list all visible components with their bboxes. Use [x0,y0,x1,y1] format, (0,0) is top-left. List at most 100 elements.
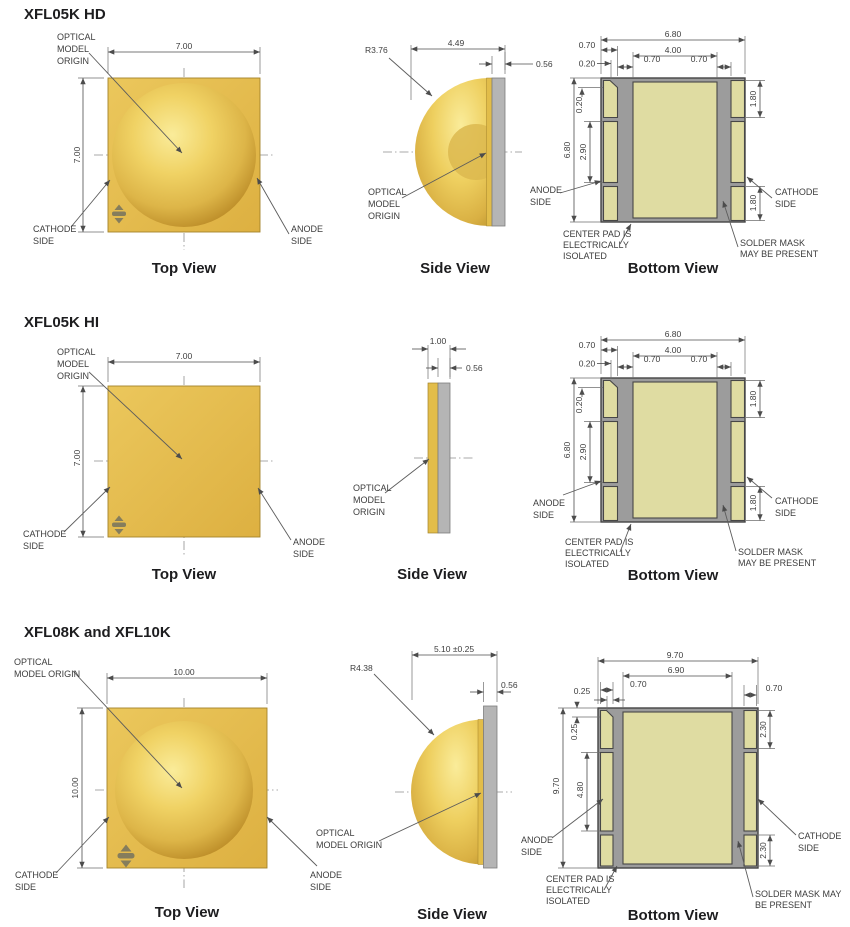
anode-pad-top [602,379,619,419]
view-caption: Bottom View [628,907,719,924]
cathode-pad-middle [743,751,758,832]
cathode-side-label: CATHODE [775,187,818,197]
center-pad [632,81,718,219]
cathode-leader [63,486,111,533]
silicone-dome [112,83,256,227]
optical-origin-label: ORIGIN [368,211,400,221]
cathode-pad-top [730,79,746,119]
anode-leader [256,177,290,235]
dim-pad-bottom: 1.80 [748,494,758,511]
xfl05k-hi-bottom-view: 6.80 4.00 0.70 0.20 0.70 0.70 6.80 2.90 … [533,329,818,584]
center-pad-note: ELECTRICALLY [563,240,629,250]
dim-substrate: 0.56 [536,59,553,69]
anode-side-label: SIDE [533,510,554,520]
dome-edge [486,77,493,227]
solder-mask-leader [722,504,737,552]
anode-leader [266,816,318,867]
dim-gap: 0.25 [569,723,579,740]
center-pad-note: CENTER PAD IS [546,874,614,884]
dim-notch-width: 0.20 [579,359,596,369]
silicone-dome-profile [411,719,484,865]
solder-mask-leader [722,200,739,248]
cathode-side-label: SIDE [33,236,54,246]
cathode-pad-middle [730,420,746,484]
view-caption: Top View [152,566,217,583]
dimension-lines [77,673,268,869]
anode-pad-bottom [602,185,619,222]
anode-pad-middle [602,120,619,184]
xfl05k-hi-top-view: 7.00 7.00 OPTICAL MODEL ORIGIN CATHODE S… [23,347,325,583]
xfl08k-bottom-view: 9.70 6.90 0.70 0.25 0.70 9.70 4.80 0.25 … [521,650,841,924]
dimension-lines [558,657,775,869]
center-pad-note: CENTER PAD IS [565,537,633,547]
cathode-side-label: CATHODE [798,831,841,841]
substrate [437,382,451,534]
cathode-pad-bottom [730,185,746,222]
cathode-leader [70,179,111,228]
dim-height: 7.00 [72,146,82,163]
anode-pad-top [599,709,614,750]
section-title: XFL05K HI [24,314,99,331]
anode-side-label: SIDE [310,882,331,892]
solder-mask-note: MAY BE PRESENT [738,558,817,568]
dim-total-height: 6.80 [562,141,572,158]
anode-side-label: ANODE [310,870,342,880]
dim-width: 7.00 [176,41,193,51]
dim-pad-top: 1.80 [748,90,758,107]
dim-pad-width: 0.70 [579,40,596,50]
dim-width: 7.00 [176,351,193,361]
center-pad [632,381,718,519]
dim-width: 1.00 [430,336,447,346]
dim-middle-pad: 2.90 [578,143,588,160]
substrate [483,705,498,869]
radius-leader [373,673,435,736]
view-caption: Bottom View [628,567,719,584]
dim-strip-left: 0.70 [644,54,661,64]
anode-side-label: SIDE [521,847,542,857]
section-title: XFL05K HD [24,6,106,23]
optical-origin-label: MODEL [353,495,385,505]
optical-origin-label: MODEL [368,199,400,209]
dim-total-height: 6.80 [562,441,572,458]
dim-center-width: 4.00 [665,45,682,55]
view-caption: Side View [397,566,467,583]
anode-side-label: SIDE [291,236,312,246]
section-xfl05k-hi: XFL05K HI 7.00 7.00 OPTICAL MODE [23,314,818,584]
dim-strip-right: 0.70 [691,354,708,364]
cathode-pad-bottom [743,834,758,867]
cathode-marker-icon [117,844,135,868]
dim-pad-top: 1.80 [748,390,758,407]
xfl08k-top-view: 10.00 10.00 OPTICAL MODEL ORIGIN CATHODE… [14,657,342,921]
dim-total-width: 6.80 [665,29,682,39]
cathode-side-label: SIDE [23,541,44,551]
dimension-lines [570,336,765,523]
center-pad [622,711,733,865]
radius-leader [388,57,433,97]
center-pad-leader [619,223,632,245]
anode-side-label: SIDE [293,549,314,559]
anode-pad-bottom [599,834,614,867]
dim-middle-pad: 4.80 [575,781,585,798]
dim-pad-bottom: 1.80 [748,194,758,211]
view-caption: Bottom View [628,260,719,277]
cathode-marker-icon [112,515,126,535]
anode-side-label: ANODE [291,224,323,234]
dim-width: 10.00 [173,667,195,677]
center-pad-note: ISOLATED [546,896,590,906]
optical-origin-label: OPTICAL [14,657,53,667]
cathode-leader [746,176,773,199]
optical-origin-label: ORIGIN [353,507,385,517]
optical-origin-label: OPTICAL [353,483,392,493]
dim-gap: 0.20 [574,96,584,113]
view-caption: Side View [417,906,487,923]
view-caption: Top View [152,260,217,277]
solder-mask-note: SOLDER MASK [738,547,803,557]
anode-leader [562,480,602,496]
center-pad-note: ELECTRICALLY [546,885,612,895]
dim-total-height: 9.70 [551,777,561,794]
optical-origin-label: OPTICAL [316,828,355,838]
dim-center-width: 4.00 [665,345,682,355]
center-pad-leader [619,523,632,553]
